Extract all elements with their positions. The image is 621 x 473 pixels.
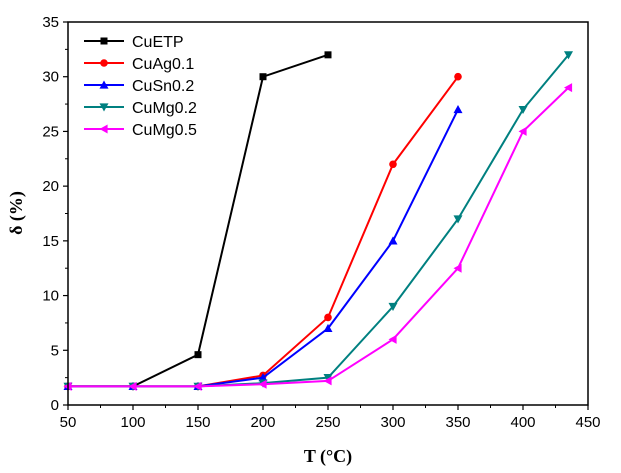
legend-label: CuMg0.5 — [132, 122, 197, 139]
data-point — [323, 376, 332, 386]
series-cuag0-1 — [64, 72, 462, 391]
legend-label: CuSn0.2 — [132, 78, 194, 95]
x-axis-title: T (°C) — [304, 446, 352, 467]
y-axis-title: δ (%) — [6, 191, 27, 235]
y-tick-label: 15 — [42, 233, 59, 250]
legend-marker — [99, 124, 108, 134]
data-point — [453, 105, 463, 114]
x-tick-label: 200 — [250, 414, 275, 431]
series-line — [68, 76, 459, 388]
legend-label: CuAg0.1 — [132, 56, 194, 73]
data-point — [259, 73, 267, 81]
x-tick-label: 50 — [60, 414, 77, 431]
legend-item: CuMg0.2 — [84, 100, 197, 117]
y-tick-label: 25 — [42, 123, 59, 140]
data-point — [258, 379, 267, 389]
data-point — [193, 381, 202, 391]
x-tick-label: 450 — [575, 414, 600, 431]
series-cumg0-5 — [63, 83, 573, 391]
y-tick-label: 0 — [51, 397, 59, 414]
axes: 50 100 150 200 250 300 350 400 450 0 5 10 15 20 25 30 35 — [42, 14, 600, 431]
data-point — [518, 126, 527, 136]
data-point — [454, 72, 462, 81]
x-tick-label: 250 — [315, 414, 340, 431]
data-point — [324, 51, 332, 59]
legend-item: CuMg0.5 — [84, 122, 197, 139]
x-tick-label: 350 — [445, 414, 470, 431]
data-point — [453, 263, 462, 273]
data-point — [323, 323, 333, 332]
series-line — [68, 109, 459, 388]
data-point — [518, 105, 528, 115]
x-tick-label: 400 — [510, 414, 535, 431]
x-tick-label: 100 — [120, 414, 145, 431]
x-tick-label: 300 — [380, 414, 405, 431]
legend-item: CuAg0.1 — [84, 56, 194, 73]
legend-label: CuMg0.2 — [132, 100, 197, 117]
series-cuetp — [64, 51, 332, 390]
data-point — [564, 83, 573, 93]
y-tick-label: 35 — [42, 14, 59, 31]
legend-marker — [100, 37, 108, 45]
data-point — [388, 334, 397, 344]
legend-label: CuETP — [132, 34, 184, 51]
y-tick-label: 5 — [51, 342, 59, 359]
data-point — [389, 160, 397, 169]
data-point — [323, 374, 333, 383]
legend-marker — [99, 80, 109, 89]
plot-area — [63, 51, 573, 391]
legend-marker — [99, 103, 109, 112]
data-point — [388, 302, 398, 312]
legend-marker — [100, 59, 108, 67]
data-point — [194, 351, 202, 359]
y-tick-label: 30 — [42, 69, 59, 86]
data-point — [453, 215, 463, 224]
data-point — [388, 236, 398, 245]
y-tick-label: 10 — [42, 288, 59, 305]
data-point — [564, 51, 573, 60]
data-point — [128, 381, 137, 391]
series-cusn0-2 — [63, 105, 463, 390]
x-tick-label: 150 — [185, 414, 210, 431]
data-point — [258, 373, 268, 382]
y-tick-label: 20 — [42, 178, 59, 195]
legend-item: CuETP — [84, 34, 184, 51]
legend-item: CuSn0.2 — [84, 78, 194, 95]
data-point — [324, 313, 332, 322]
legend: CuETP CuAg0.1 CuSn0.2 CuMg0.2 CuMg0.5 — [84, 34, 197, 139]
